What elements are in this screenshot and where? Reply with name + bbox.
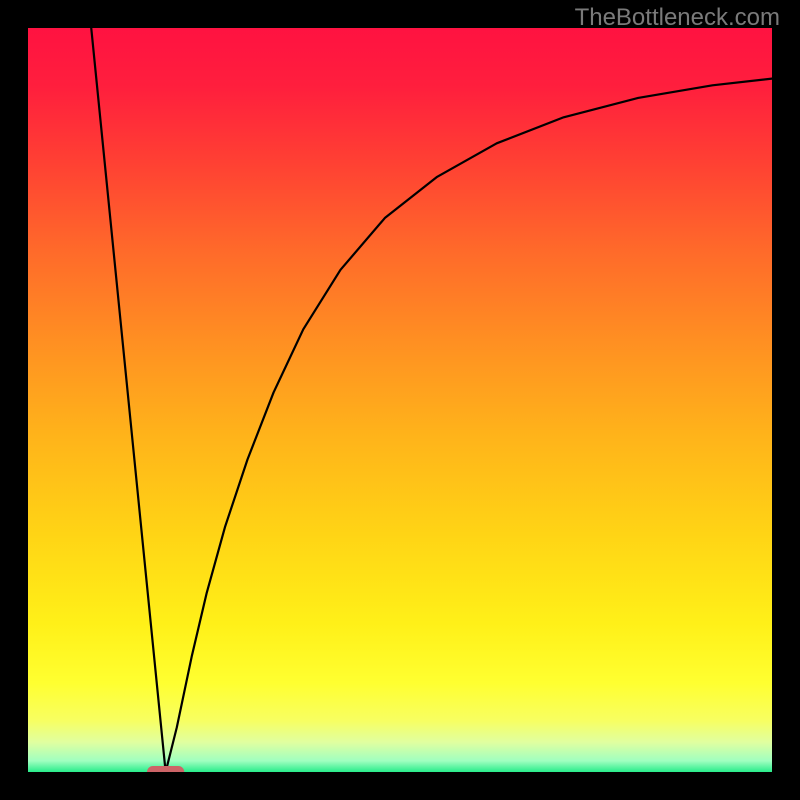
plot-svg: [28, 28, 772, 772]
gradient-background: [28, 28, 772, 772]
optimal-marker: [147, 766, 184, 772]
chart-container: TheBottleneck.com: [0, 0, 800, 800]
watermark-text: TheBottleneck.com: [575, 4, 780, 32]
plot-area: [28, 28, 772, 772]
